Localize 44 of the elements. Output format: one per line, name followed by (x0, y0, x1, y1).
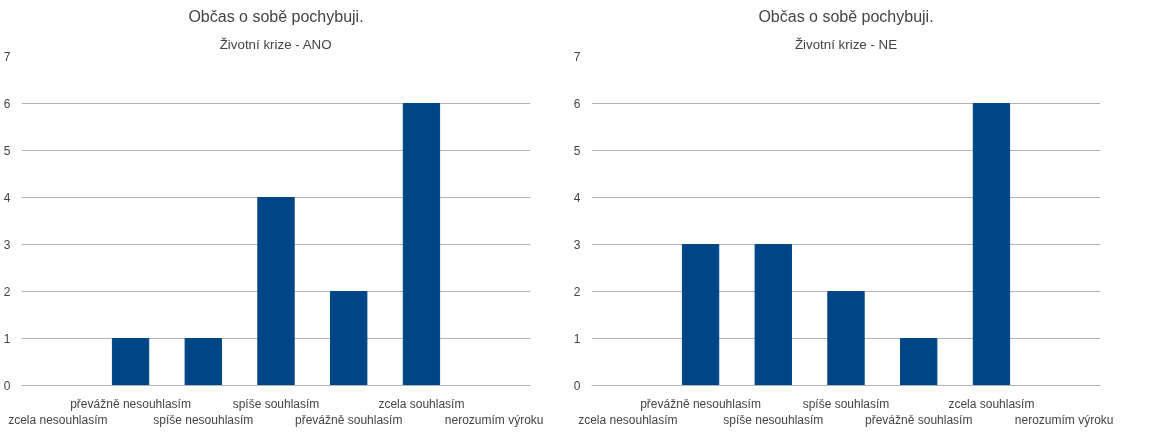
x-tick-label: převážně souhlasím (295, 413, 403, 428)
x-tick-label: převážně nesouhlasím (70, 396, 191, 411)
chart-subtitle: Životní krize - NE (794, 36, 898, 52)
x-tick-label: nerozumím výroku (444, 413, 544, 428)
y-tick-label: 4 (573, 191, 581, 205)
y-tick-label: 1 (3, 332, 11, 346)
y-tick-label: 6 (3, 97, 11, 111)
chart-title: Občas o sobě pochybuji. (188, 7, 364, 25)
x-tick-label: převážně nesouhlasím (640, 396, 761, 411)
x-tick-label: spíše nesouhlasím (153, 413, 254, 428)
bar (330, 291, 368, 386)
y-tick-label: 6 (573, 97, 581, 111)
bar (827, 291, 865, 386)
y-tick-label: 5 (3, 144, 11, 158)
y-tick-label: 5 (573, 144, 581, 158)
x-tick-label: spíše souhlasím (232, 396, 320, 411)
bar (900, 338, 938, 386)
bar (257, 197, 295, 386)
bar (402, 103, 441, 386)
bar (754, 244, 792, 386)
y-tick-label: 0 (3, 379, 11, 393)
bar (184, 338, 222, 386)
y-tick-label: 4 (3, 191, 11, 205)
x-tick-label: nerozumím výroku (1014, 413, 1114, 428)
bar (972, 103, 1011, 386)
bar (111, 338, 150, 386)
x-tick-label: zcela nesouhlasím (8, 413, 108, 428)
x-tick-label: převážně souhlasím (865, 413, 973, 428)
y-tick-label: 1 (573, 332, 581, 346)
chart-title: Občas o sobě pochybuji. (758, 7, 934, 25)
bar (681, 244, 720, 386)
y-tick-label: 2 (3, 285, 11, 299)
chart-subtitle: Životní krize - ANO (219, 36, 332, 52)
x-tick-label: zcela nesouhlasím (578, 413, 678, 428)
y-tick-label: 7 (573, 50, 581, 64)
y-tick-label: 2 (573, 285, 581, 299)
y-tick-label: 0 (573, 379, 581, 393)
y-tick-label: 7 (3, 50, 11, 64)
y-tick-label: 3 (573, 238, 581, 252)
x-tick-label: zcela souhlasím (948, 396, 1035, 411)
y-tick-label: 3 (3, 238, 11, 252)
x-tick-label: zcela souhlasím (378, 396, 465, 411)
x-tick-label: spíše souhlasím (802, 396, 890, 411)
x-tick-label: spíše nesouhlasím (723, 413, 824, 428)
